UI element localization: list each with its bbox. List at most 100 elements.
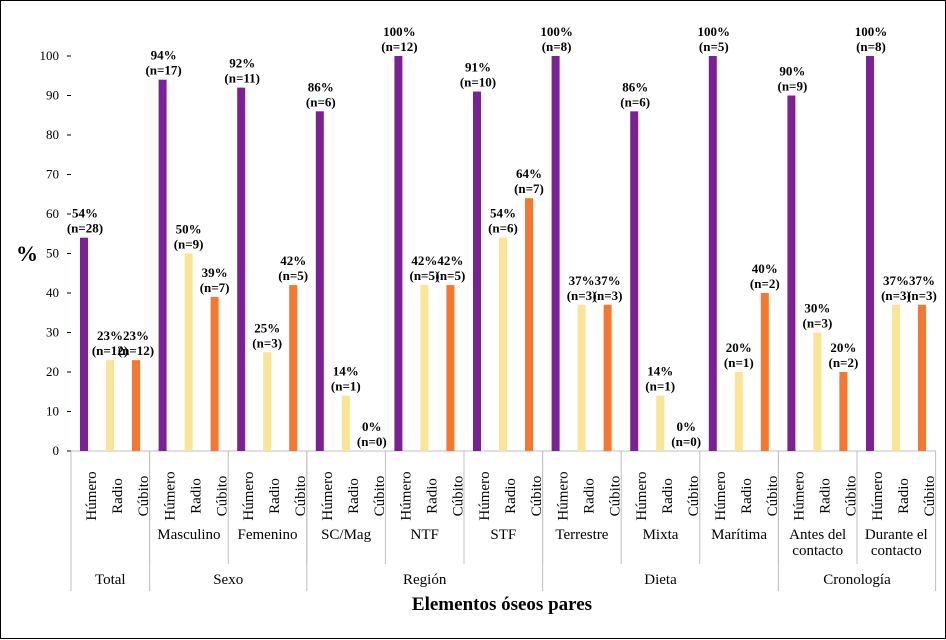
element-label: Húmero [84,471,100,520]
data-label-n: (n=12) [381,39,417,54]
bar-5-1 [499,237,507,451]
element-label: Radio [503,478,519,514]
subgroup-label-8: Marítima [711,527,767,543]
y-tick-label: 90 [46,88,59,103]
data-label-n: (n=17) [145,63,181,78]
element-label: Radio [110,478,126,514]
subgroup-label-3: SC/Mag [321,527,372,543]
bar-2-0 [237,87,246,451]
element-label: Húmero [634,471,650,520]
bar-10-1 [892,304,900,451]
data-label-n: (n=3) [803,316,833,331]
y-tick-label: 10 [46,404,59,419]
element-label: Cúbito [450,476,466,517]
element-label: Radio [424,478,440,514]
subgroup-label-4: NTF [411,527,439,543]
data-label-pct: 37% [569,273,595,288]
data-label-n: (n=5) [436,268,466,283]
bar-2-1 [263,352,272,451]
data-label-pct: 54% [72,206,98,221]
data-label-pct: 54% [490,206,516,221]
y-tick-label: 60 [46,206,59,221]
element-label: Húmero [477,471,493,520]
data-label-pct: 30% [804,301,830,316]
bar-3-1 [341,395,350,451]
data-label-pct: 20% [726,340,752,355]
data-label-n: (n=3) [881,288,911,303]
data-label-pct: 92% [229,56,255,71]
data-label-n: (n=3) [907,288,937,303]
element-label: Húmero [320,471,336,520]
data-label-pct: 0% [362,419,382,434]
bar-2-2 [289,285,298,451]
data-label-n: (n=1) [331,379,361,394]
data-label-pct: 94% [151,48,177,63]
data-label-n: (n=8) [542,39,572,54]
y-axis-label: % [16,241,38,266]
bar-1-0 [158,79,167,451]
element-label: Cúbito [765,476,781,517]
group-label-3: Dieta [644,572,677,588]
element-label: Húmero [713,471,729,520]
data-label-n: (n=5) [278,268,308,283]
bar-0-1 [106,360,114,451]
y-tick-label: 100 [40,48,60,63]
element-label: Cúbito [215,476,231,517]
data-label-pct: 40% [752,261,778,276]
element-label: Cúbito [136,476,152,517]
bar-9-1 [813,332,822,451]
data-label-pct: 86% [308,79,334,94]
data-label-pct: 100% [383,24,416,39]
data-label-pct: 100% [540,24,573,39]
data-label-n: (n=2) [750,276,780,291]
data-label-pct: 100% [855,24,888,39]
element-label: Radio [346,478,362,514]
data-label-n: (n=2) [829,355,859,370]
element-label: Cúbito [293,476,309,517]
data-label-pct: 14% [333,364,359,379]
subgroup-label-2: Femenino [238,527,298,543]
x-axis-title: Elementos óseos pares [412,594,592,615]
subgroup-label-10: Durante el contacto [865,527,928,559]
bar-3-0 [315,111,324,452]
bar-0-0 [80,237,88,451]
bar-5-0 [473,91,481,452]
data-label-pct: 23% [123,328,149,343]
data-label-pct: 86% [622,79,648,94]
data-label-n: (n=6) [488,221,518,236]
data-label-pct: 14% [647,364,673,379]
y-tick-label: 80 [46,127,59,142]
group-label-2: Región [403,572,447,588]
data-label-pct: 0% [676,419,696,434]
y-tick-label: 40 [46,285,59,300]
data-label-pct: 91% [465,60,491,75]
data-label-pct: 50% [176,222,202,237]
data-label-n: (n=0) [671,434,701,449]
data-label-n: (n=11) [224,71,260,86]
bar-4-0 [394,56,403,451]
element-label: Radio [267,478,283,514]
subgroup-label-7: Mixta [643,527,679,543]
data-label-n: (n=12) [92,343,128,358]
bar-4-1 [420,285,429,451]
data-label-n: (n=7) [200,280,230,295]
element-label: Cúbito [843,476,859,517]
element-label: Cúbito [922,476,938,517]
element-label: Húmero [398,471,414,520]
data-label-pct: 100% [698,24,731,39]
bar-7-1 [656,395,665,451]
group-label-4: Cronología [823,572,891,588]
data-label-pct: 25% [254,320,280,335]
bar-1-2 [210,296,219,451]
element-label: Cúbito [686,476,702,517]
y-tick-label: 30 [46,325,59,340]
bar-10-0 [866,56,874,451]
data-label-n: (n=0) [357,434,387,449]
data-label-pct: 20% [830,340,856,355]
data-label-n: (n=8) [856,39,886,54]
bar-8-0 [708,56,717,451]
data-label-n: (n=7) [514,181,544,196]
data-label-n: (n=3) [593,288,623,303]
bar-4-2 [446,285,455,451]
